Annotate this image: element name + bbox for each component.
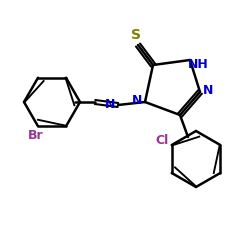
Text: Br: Br [28,129,44,142]
Text: N: N [132,94,142,106]
Text: NH: NH [188,58,208,71]
Text: N: N [203,84,213,96]
Text: S: S [131,28,141,42]
Text: N: N [105,98,115,110]
Text: Cl: Cl [155,134,168,146]
